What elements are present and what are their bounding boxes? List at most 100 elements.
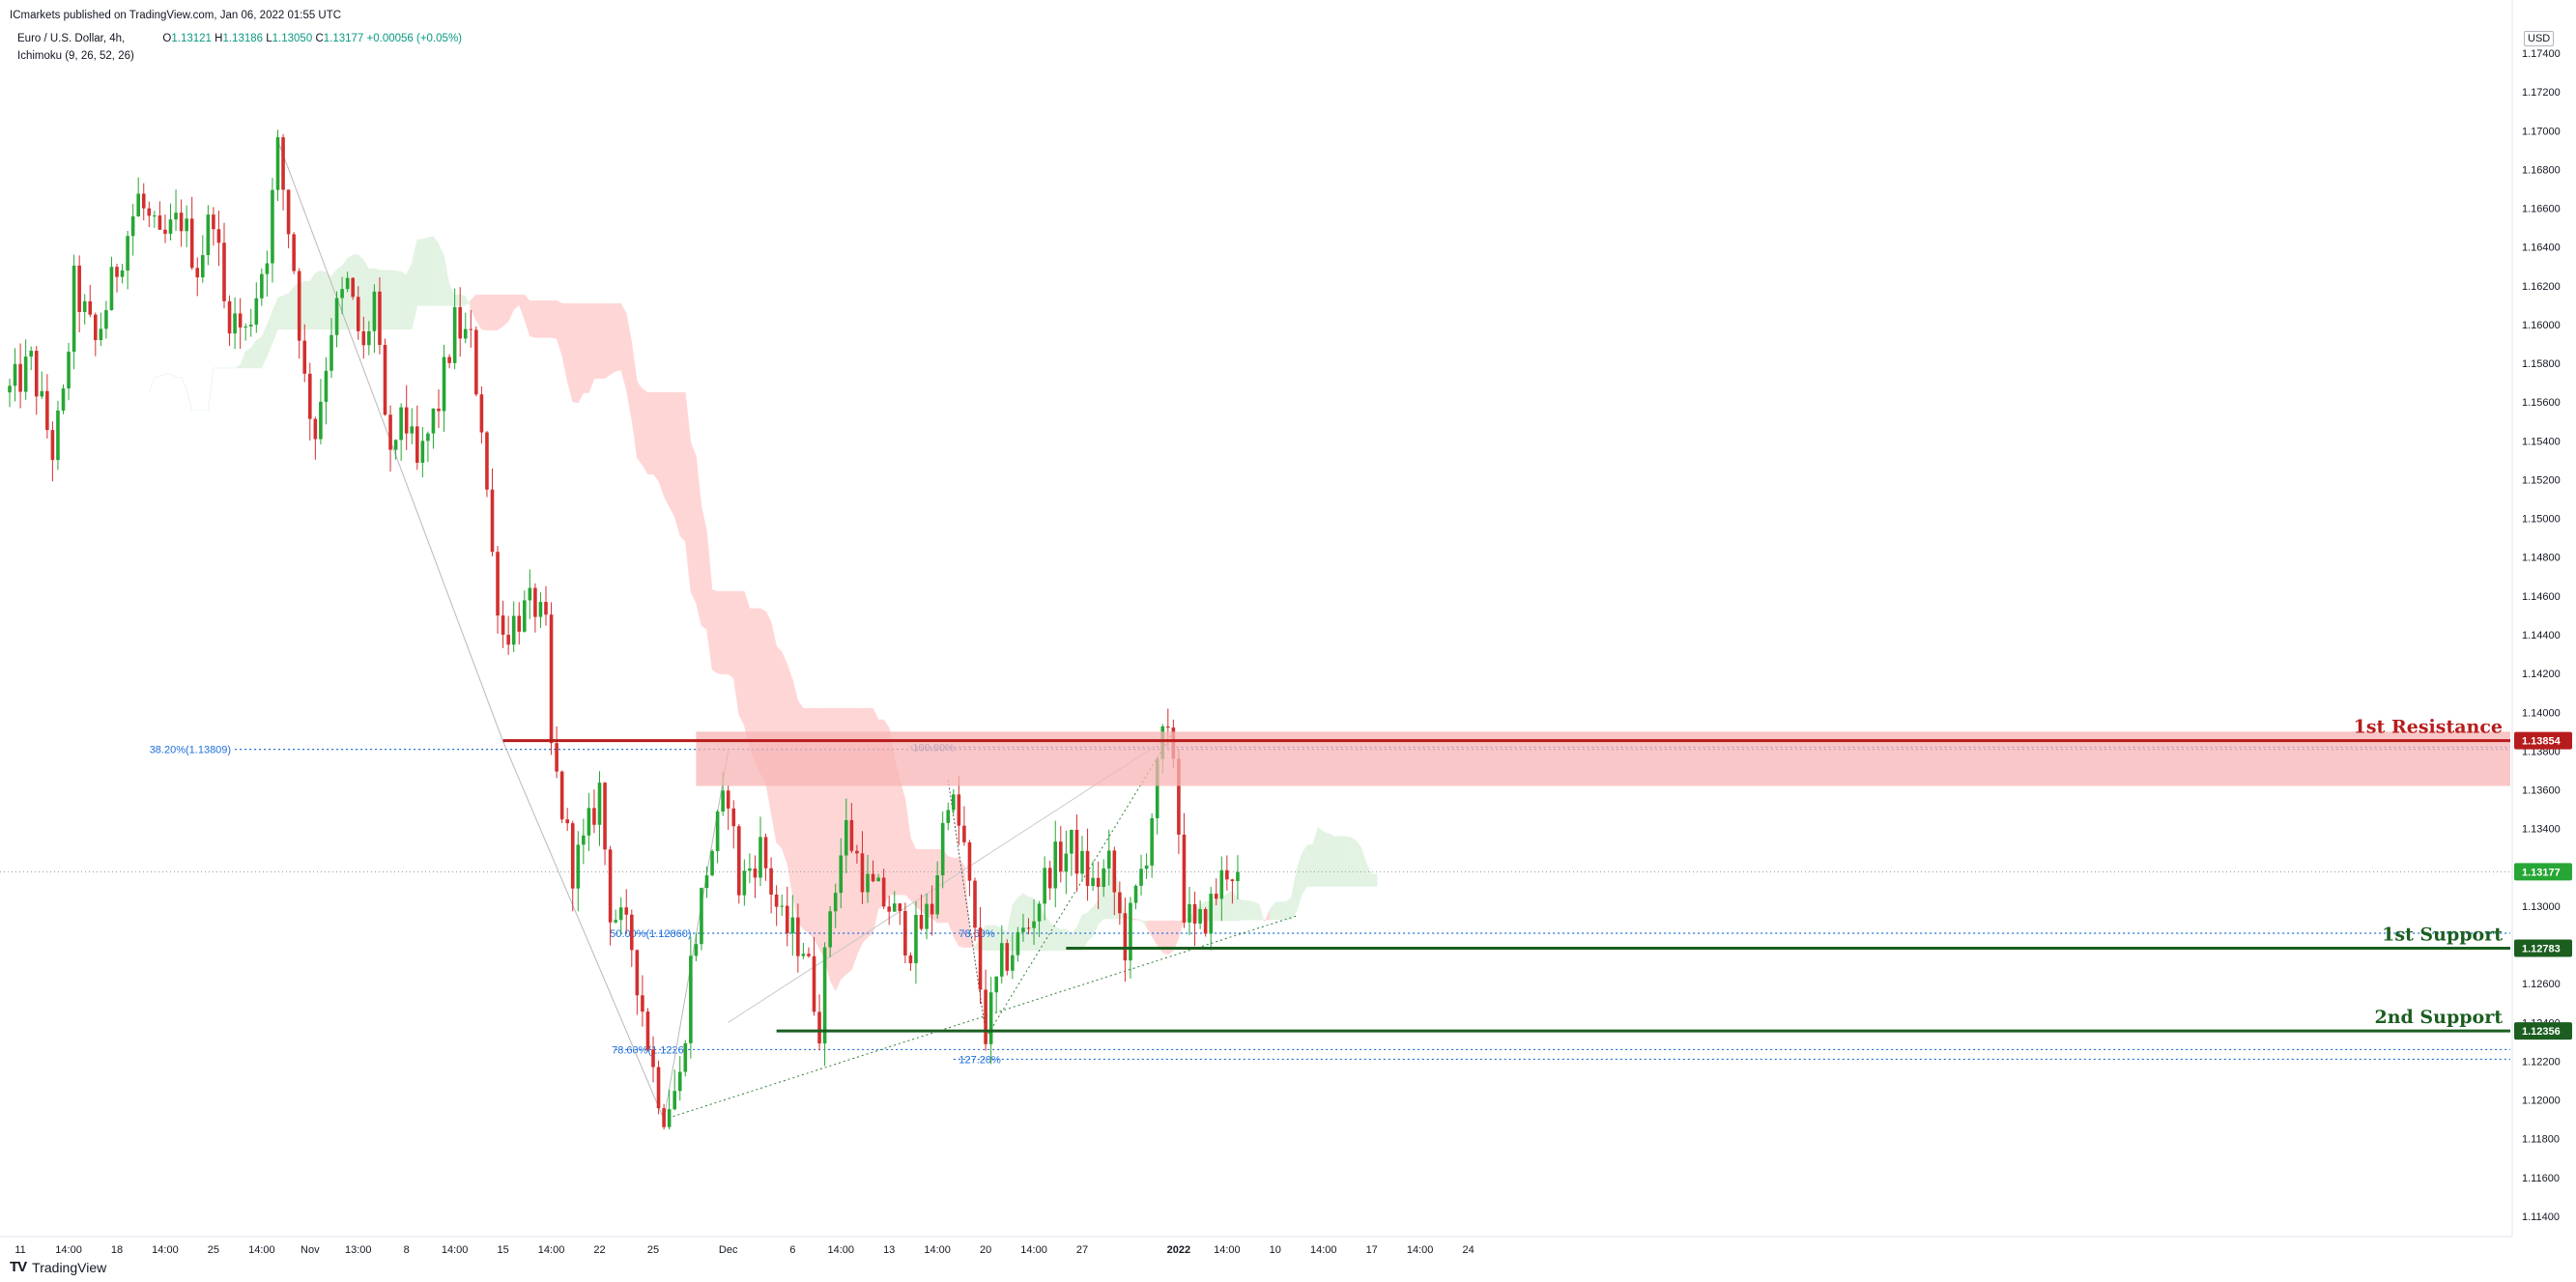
cloud-segment xyxy=(1243,899,1249,921)
time-tick: 2022 xyxy=(1167,1244,1190,1256)
candle-body xyxy=(431,408,436,434)
price-tick: 1.16800 xyxy=(2522,164,2561,176)
cloud-segment xyxy=(792,679,799,923)
candle-body xyxy=(271,189,274,264)
candle-body xyxy=(351,277,355,298)
price-tick: 1.14000 xyxy=(2522,707,2561,719)
cloud-segment xyxy=(711,589,718,674)
candle-body xyxy=(677,1071,682,1092)
candle-body xyxy=(126,236,129,271)
close-label: C xyxy=(315,33,324,44)
candle-body xyxy=(1053,841,1058,889)
indicator-legend[interactable]: Ichimoku (9, 26, 52, 26) xyxy=(17,50,134,62)
candle-body xyxy=(748,868,752,871)
cloud-segment xyxy=(599,302,606,379)
level-label: 2nd Support xyxy=(2375,1007,2504,1028)
candle-body xyxy=(1032,921,1036,928)
time-tick: 8 xyxy=(404,1244,410,1256)
candle-body xyxy=(463,328,468,339)
price-tag-bg xyxy=(2514,1022,2572,1040)
candle-body xyxy=(528,587,532,601)
cloud-segment xyxy=(1055,926,1062,952)
cloud-segment xyxy=(208,367,215,411)
candle-body xyxy=(737,826,741,896)
low-label: L xyxy=(266,33,272,44)
symbol-line: Euro / U.S. Dollar, 4h, O1.13121 H1.1318… xyxy=(17,33,462,44)
price-tick: 1.14400 xyxy=(2522,630,2561,641)
fib-label: 50.00%(1.12860) xyxy=(610,928,691,940)
candle-body xyxy=(849,819,854,851)
candle-body xyxy=(153,215,157,217)
cloud-segment xyxy=(1253,901,1260,921)
tradingview-brand: TV TradingView xyxy=(10,1259,106,1275)
candle-body xyxy=(356,297,360,331)
candle-body xyxy=(319,401,323,440)
cloud-segment xyxy=(395,270,402,330)
candle-body xyxy=(790,917,795,934)
cloud-segment xyxy=(1135,918,1142,922)
candle-body xyxy=(822,947,827,1044)
cloud-segment xyxy=(304,280,311,330)
candle-body xyxy=(887,906,891,912)
cloud-segment xyxy=(904,799,911,901)
candle-body xyxy=(908,954,913,964)
candle-body xyxy=(1016,931,1020,955)
candle-body xyxy=(940,822,945,876)
candle-body xyxy=(222,242,226,301)
candle-body xyxy=(399,407,403,441)
candle-body xyxy=(710,850,714,876)
candle-body xyxy=(1106,850,1111,869)
candle-body xyxy=(174,213,178,220)
cloud-segment xyxy=(620,303,627,390)
trendline xyxy=(728,740,1163,1023)
fib-label: 127.20% xyxy=(959,1054,1001,1066)
cloud-segment xyxy=(615,302,621,372)
time-tick: 14:00 xyxy=(442,1244,469,1256)
price-tag: 1.12783 xyxy=(2522,943,2561,954)
candle-body xyxy=(700,888,703,945)
cloud-segment xyxy=(728,590,734,679)
cloud-segment xyxy=(422,237,429,306)
candle-body xyxy=(994,976,998,993)
fib-label: 78.60%(1.1226) xyxy=(612,1044,687,1056)
cloud-segment xyxy=(1280,901,1287,921)
cloud-segment xyxy=(244,347,251,369)
candle-body xyxy=(549,614,554,744)
candle-body xyxy=(903,910,907,955)
candle-body xyxy=(1026,927,1031,929)
time-tick: 10 xyxy=(1270,1244,1281,1256)
cloud-segment xyxy=(288,286,295,330)
candle-body xyxy=(1209,894,1213,934)
candle-body xyxy=(763,837,768,869)
candle-body xyxy=(866,873,870,893)
cloud-segment xyxy=(1323,831,1330,887)
cloud-segment xyxy=(507,294,514,322)
cloud-segment xyxy=(566,302,573,403)
candle-body xyxy=(967,841,972,881)
candle-body xyxy=(641,995,644,1012)
cloud-segment xyxy=(272,298,278,343)
price-tick: 1.17200 xyxy=(2522,87,2561,99)
candle-body xyxy=(254,298,259,326)
close-value: 1.13177 xyxy=(323,33,364,44)
cloud-segment xyxy=(240,351,246,369)
price-axis[interactable]: 1.17400 1.17200 1.17000 1.16800 1.16600 1.164… xyxy=(2511,0,2572,1237)
candle-body xyxy=(651,1049,655,1068)
candle-body xyxy=(758,837,762,878)
candle-body xyxy=(1177,758,1181,835)
candle-body xyxy=(297,271,301,341)
currency-badge[interactable]: USD xyxy=(2524,31,2555,46)
price-tick: 1.12000 xyxy=(2522,1096,2561,1107)
candle-body xyxy=(1037,903,1042,922)
cloud-segment xyxy=(277,295,284,330)
candle-body xyxy=(1047,868,1052,889)
level-label: 1st Support xyxy=(2382,924,2503,945)
candle-body xyxy=(99,328,103,341)
cloud-segment xyxy=(642,388,648,475)
cloud-segment xyxy=(900,780,906,896)
cloud-segment xyxy=(170,373,177,378)
time-axis[interactable]: 11 14:00 18 14:00 25 14:00 Nov 13:00 8 14:00 15 14:… xyxy=(0,1236,2512,1256)
time-tick: 18 xyxy=(111,1244,123,1256)
cloud-segment xyxy=(1173,920,1180,952)
